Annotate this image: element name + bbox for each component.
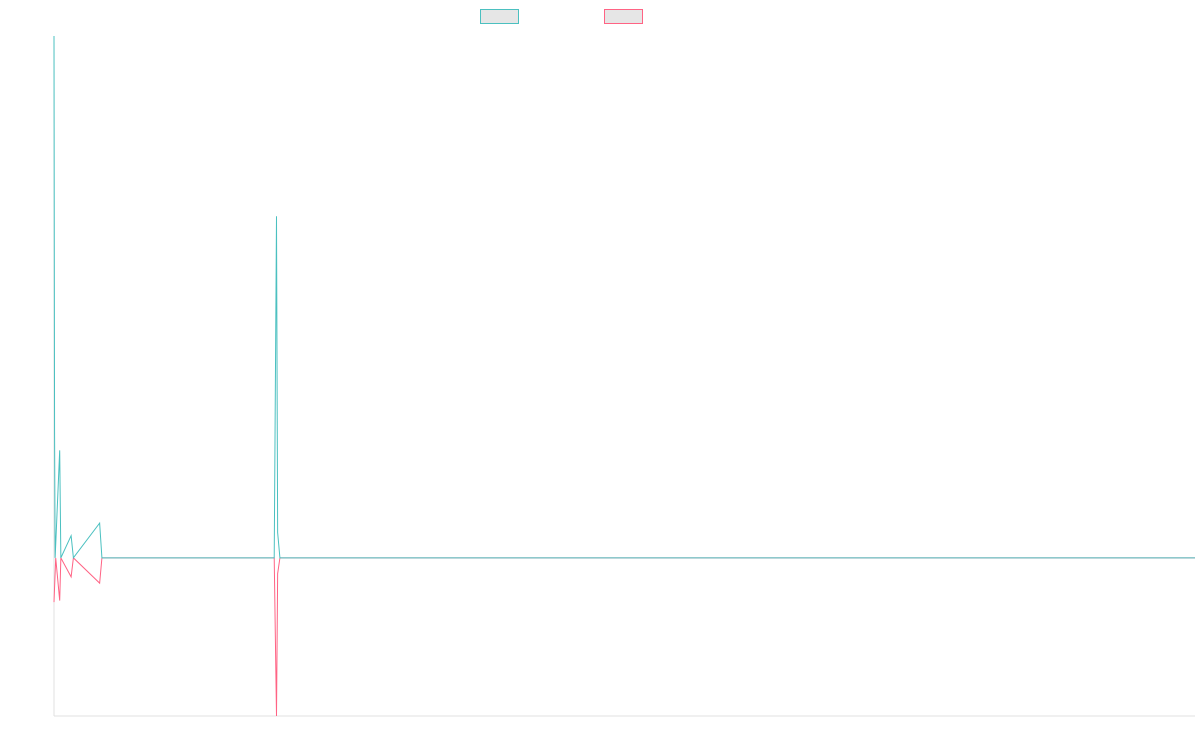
legend-item-series-2[interactable] bbox=[604, 9, 649, 24]
legend-swatch-series-2 bbox=[604, 9, 643, 24]
series-line-2 bbox=[53, 555, 1195, 717]
legend-item-series-1[interactable] bbox=[480, 9, 525, 24]
legend-swatch-series-1 bbox=[480, 9, 519, 24]
series-line-1 bbox=[53, 35, 1195, 560]
legend bbox=[0, 9, 1200, 27]
